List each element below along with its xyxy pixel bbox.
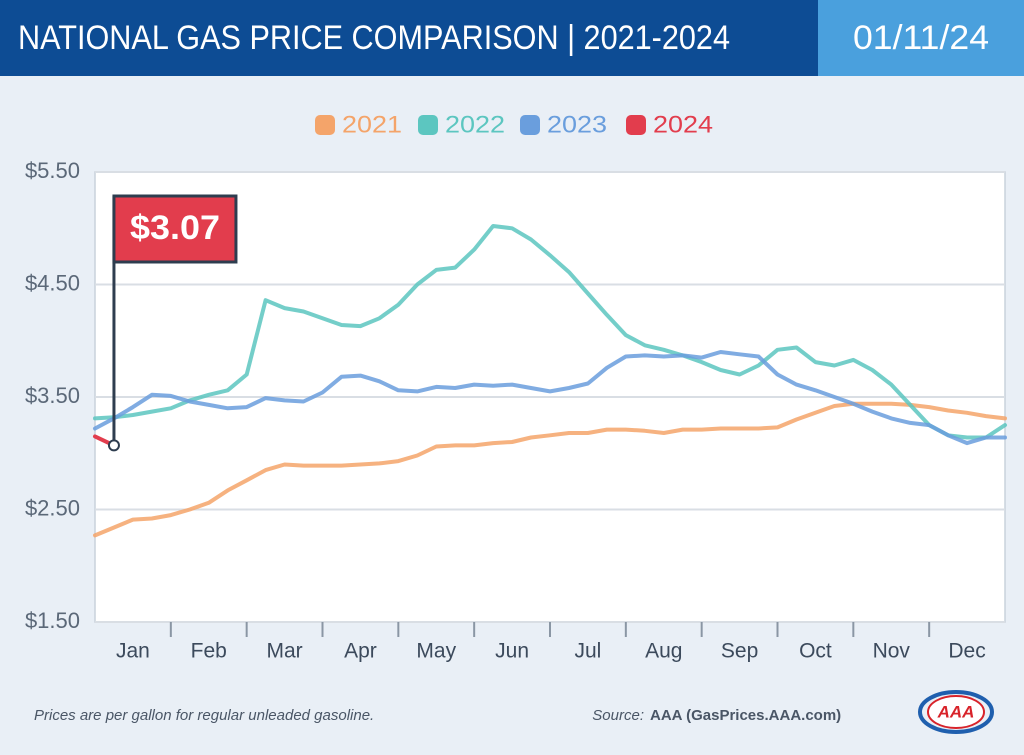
x-tick-label: Jun <box>495 640 529 663</box>
legend-swatch <box>418 115 438 135</box>
x-tick-label: Jan <box>116 640 150 663</box>
y-tick-label: $5.50 <box>25 158 80 183</box>
data-point <box>107 439 120 452</box>
x-tick-label: Nov <box>873 640 911 663</box>
grid: $5.50 $4.50 $3.50 $2.50 $1.50 Jan Feb Mar Apr May… <box>25 158 1005 663</box>
logo-text: AAA <box>937 702 975 721</box>
footnote: Prices are per gallon for regular unlead… <box>34 707 374 724</box>
logo-oval <box>927 695 985 729</box>
logo-ring <box>918 690 994 734</box>
date: 01/11/24 <box>853 19 989 57</box>
x-tick-label: Jul <box>574 640 601 663</box>
x-tick-label: Mar <box>266 640 302 663</box>
series-line <box>93 350 1007 446</box>
y-tick-label: $3.50 <box>25 383 80 408</box>
y-tick-label: $1.50 <box>25 608 80 633</box>
header-bar <box>0 0 818 76</box>
source-label: Source: <box>592 707 644 724</box>
y-tick-label: $2.50 <box>25 495 80 520</box>
x-tick-label: Aug <box>645 640 682 663</box>
source: AAA (GasPrices.AAA.com) <box>650 707 841 724</box>
legend: 2021 2022 2023 2024 <box>315 111 713 138</box>
x-tick-label: Feb <box>191 640 227 663</box>
x-tick-label: Oct <box>799 640 832 663</box>
data-label: $3.07 <box>130 209 220 247</box>
legend-label: 2021 <box>342 111 402 138</box>
legend-swatch <box>520 115 540 135</box>
legend-label: 2024 <box>653 111 713 138</box>
x-tick-label: Dec <box>948 640 985 663</box>
date-box <box>818 0 1024 76</box>
x-tick-label: Apr <box>344 640 377 663</box>
flag <box>112 194 238 264</box>
x-tick-label: Sep <box>721 640 758 663</box>
legend-swatch <box>315 115 335 135</box>
title: NATIONAL GAS PRICE COMPARISON | 2021-202… <box>18 19 730 57</box>
x-tick-label: May <box>416 640 456 663</box>
legend-label: 2023 <box>547 111 607 138</box>
lines: $3.07 <box>93 194 1007 538</box>
y-tick-label: $4.50 <box>25 270 80 295</box>
legend-swatch <box>626 115 646 135</box>
legend-label: 2022 <box>445 111 505 138</box>
series-line <box>93 224 1007 440</box>
logo: AAA <box>918 690 994 734</box>
